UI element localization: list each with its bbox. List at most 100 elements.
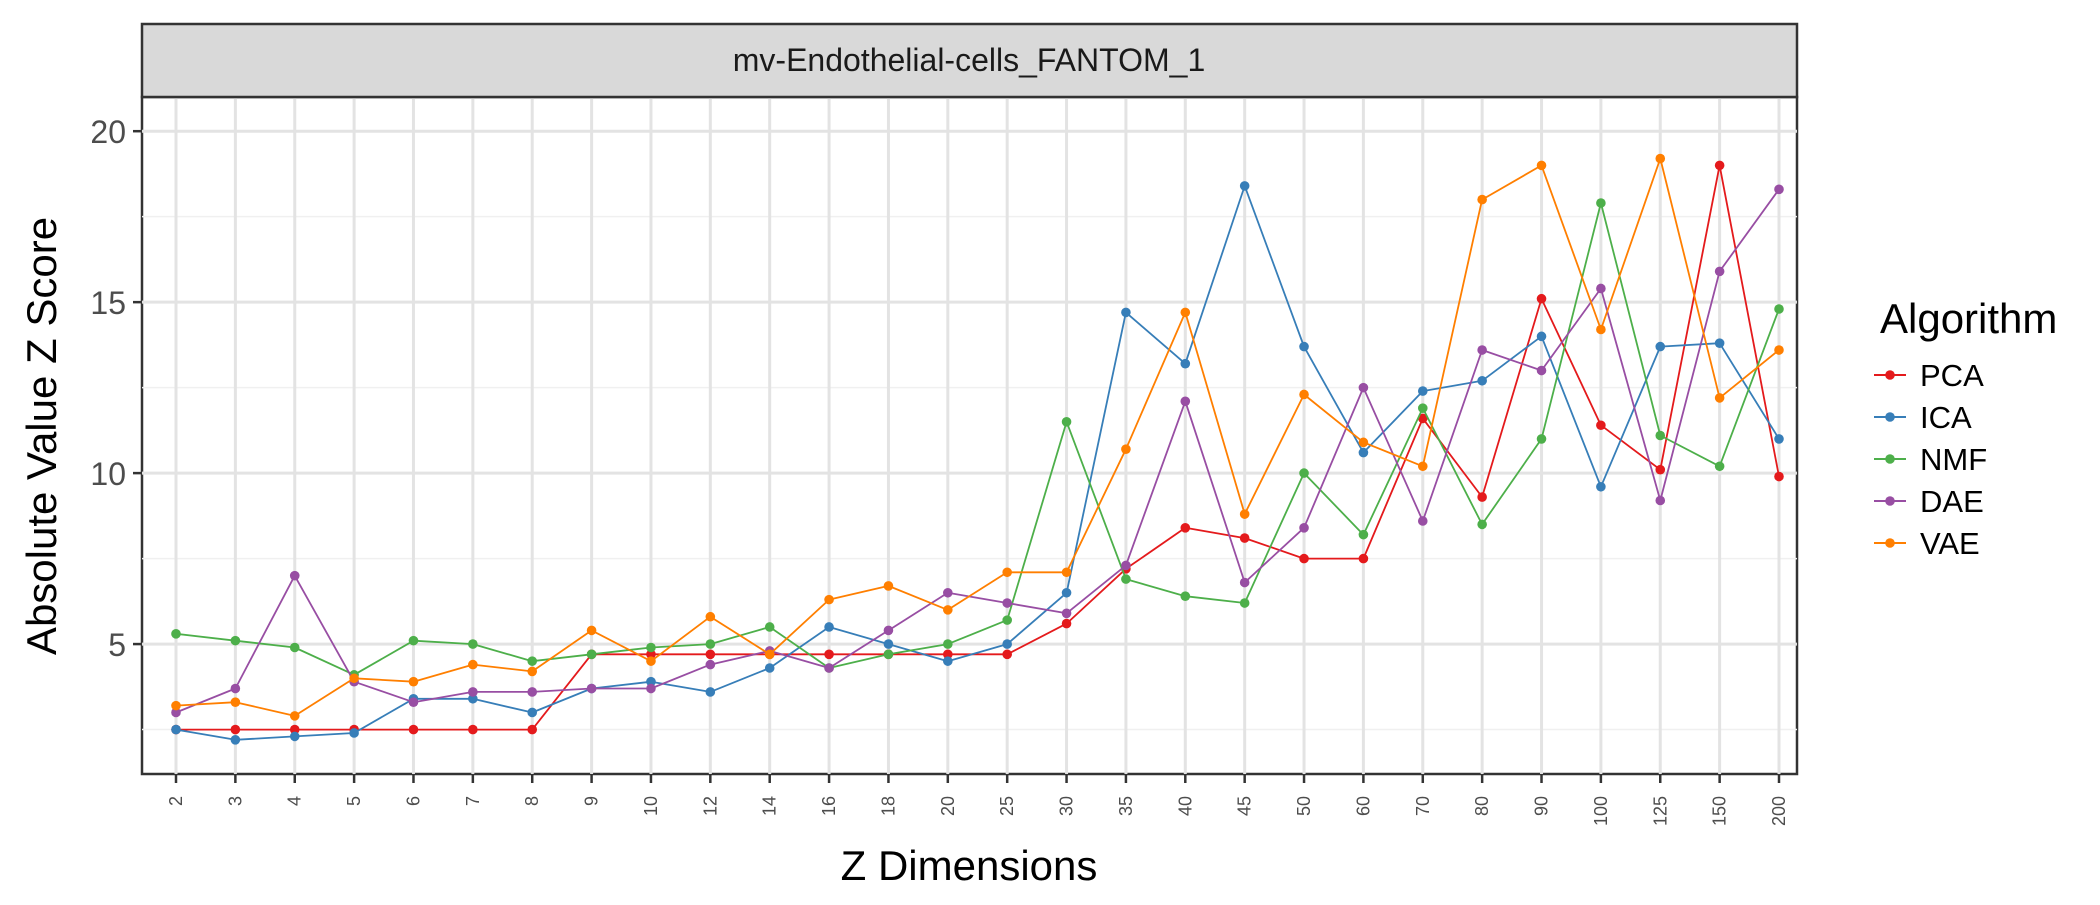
data-point-dae bbox=[1477, 345, 1487, 355]
data-point-vae bbox=[289, 711, 300, 721]
data-point-vae bbox=[1596, 324, 1606, 335]
x-tick-label: 6 bbox=[403, 796, 423, 806]
x-tick-label: 8 bbox=[522, 796, 542, 806]
data-point-dae bbox=[1061, 608, 1072, 619]
x-tick-label: 18 bbox=[878, 796, 898, 816]
y-axis-title: Absolute Value Z Score bbox=[18, 217, 65, 655]
data-point-pca bbox=[1596, 420, 1606, 431]
data-point-vae bbox=[883, 581, 894, 591]
data-point-vae bbox=[468, 659, 478, 670]
legend-label-ica: ICA bbox=[1920, 400, 1972, 435]
data-point-vae bbox=[824, 594, 834, 605]
data-point-vae bbox=[705, 611, 716, 622]
data-point-dae bbox=[586, 683, 597, 694]
data-point-vae bbox=[1299, 389, 1309, 400]
data-point-pca bbox=[1180, 523, 1191, 533]
data-point-vae bbox=[1714, 393, 1725, 403]
data-point-nmf bbox=[1714, 461, 1725, 472]
data-point-ica bbox=[1239, 181, 1250, 191]
data-point-pca bbox=[1358, 553, 1369, 564]
data-point-nmf bbox=[764, 622, 775, 632]
x-tick-label: 4 bbox=[285, 796, 305, 806]
data-point-dae bbox=[1536, 365, 1547, 376]
x-tick-label: 7 bbox=[463, 796, 483, 806]
data-point-nmf bbox=[943, 639, 953, 649]
data-point-nmf bbox=[705, 639, 716, 649]
data-point-vae bbox=[349, 673, 359, 684]
x-tick-label: 3 bbox=[225, 796, 245, 806]
data-point-ica bbox=[1596, 481, 1606, 492]
data-point-ica bbox=[1417, 386, 1428, 396]
data-point-ica bbox=[1002, 639, 1012, 649]
data-point-vae bbox=[1477, 194, 1487, 205]
data-point-dae bbox=[1417, 516, 1428, 526]
data-point-ica bbox=[883, 639, 894, 649]
legend-item-nmf: NMF bbox=[1874, 442, 1987, 477]
x-tick-label: 60 bbox=[1353, 796, 1373, 816]
data-point-pca bbox=[468, 724, 478, 735]
data-point-ica bbox=[646, 676, 656, 687]
x-tick-label: 5 bbox=[344, 796, 364, 806]
data-point-pca bbox=[289, 724, 300, 735]
legend-item-vae: VAE bbox=[1874, 526, 1980, 561]
legend-marker-pca bbox=[1885, 370, 1895, 380]
data-point-vae bbox=[1358, 437, 1369, 448]
data-point-nmf bbox=[1239, 598, 1250, 608]
data-point-nmf bbox=[468, 639, 478, 649]
data-point-ica bbox=[349, 728, 359, 738]
legend-label-vae: VAE bbox=[1920, 526, 1980, 561]
legend-label-dae: DAE bbox=[1920, 484, 1984, 519]
legend-item-ica: ICA bbox=[1874, 400, 1972, 435]
data-point-vae bbox=[1536, 160, 1547, 171]
series-line-dae bbox=[175, 188, 1780, 714]
data-point-dae bbox=[408, 697, 419, 707]
data-point-vae bbox=[1061, 567, 1072, 578]
legend-label-nmf: NMF bbox=[1920, 442, 1987, 477]
data-point-ica bbox=[1714, 338, 1725, 348]
series-line-vae bbox=[175, 157, 1780, 717]
data-point-vae bbox=[646, 656, 656, 666]
x-tick-label: 30 bbox=[1057, 796, 1077, 816]
series-ica bbox=[171, 181, 1784, 745]
data-point-nmf bbox=[1121, 574, 1131, 584]
x-tick-label: 9 bbox=[582, 796, 602, 806]
data-point-vae bbox=[171, 700, 181, 711]
x-tick-label: 12 bbox=[700, 796, 720, 816]
legend-marker-ica bbox=[1885, 412, 1895, 422]
data-point-dae bbox=[1121, 560, 1131, 571]
data-point-dae bbox=[1774, 184, 1784, 195]
legend-marker-dae bbox=[1885, 496, 1895, 506]
x-tick-label: 16 bbox=[819, 796, 839, 816]
x-tick-label: 80 bbox=[1472, 796, 1492, 816]
data-point-vae bbox=[408, 676, 419, 687]
data-point-pca bbox=[824, 649, 834, 660]
legend-item-pca: PCA bbox=[1874, 358, 1984, 393]
y-tick-label: 10 bbox=[90, 456, 126, 492]
data-point-ica bbox=[1358, 447, 1369, 458]
data-point-ica bbox=[1655, 341, 1666, 352]
data-point-pca bbox=[1774, 471, 1784, 482]
facet-strip bbox=[140, 22, 1799, 99]
data-point-vae bbox=[1774, 345, 1784, 355]
data-point-pca bbox=[943, 649, 953, 660]
data-point-nmf bbox=[883, 649, 894, 660]
data-point-pca bbox=[1239, 533, 1250, 543]
data-point-dae bbox=[1239, 577, 1250, 588]
data-point-nmf bbox=[646, 642, 656, 653]
data-point-nmf bbox=[1655, 430, 1666, 441]
data-point-ica bbox=[230, 735, 241, 745]
data-point-ica bbox=[527, 707, 538, 718]
y-tick-label: 5 bbox=[108, 627, 126, 663]
data-point-vae bbox=[1655, 153, 1666, 164]
data-point-pca bbox=[1655, 464, 1666, 475]
x-tick-label: 90 bbox=[1532, 796, 1552, 816]
x-tick-label: 25 bbox=[997, 796, 1017, 816]
series-layer bbox=[171, 153, 1784, 745]
data-point-dae bbox=[171, 707, 181, 718]
data-point-vae bbox=[1180, 307, 1191, 318]
data-point-ica bbox=[468, 693, 478, 704]
data-point-ica bbox=[289, 731, 300, 742]
data-point-pca bbox=[230, 724, 241, 735]
